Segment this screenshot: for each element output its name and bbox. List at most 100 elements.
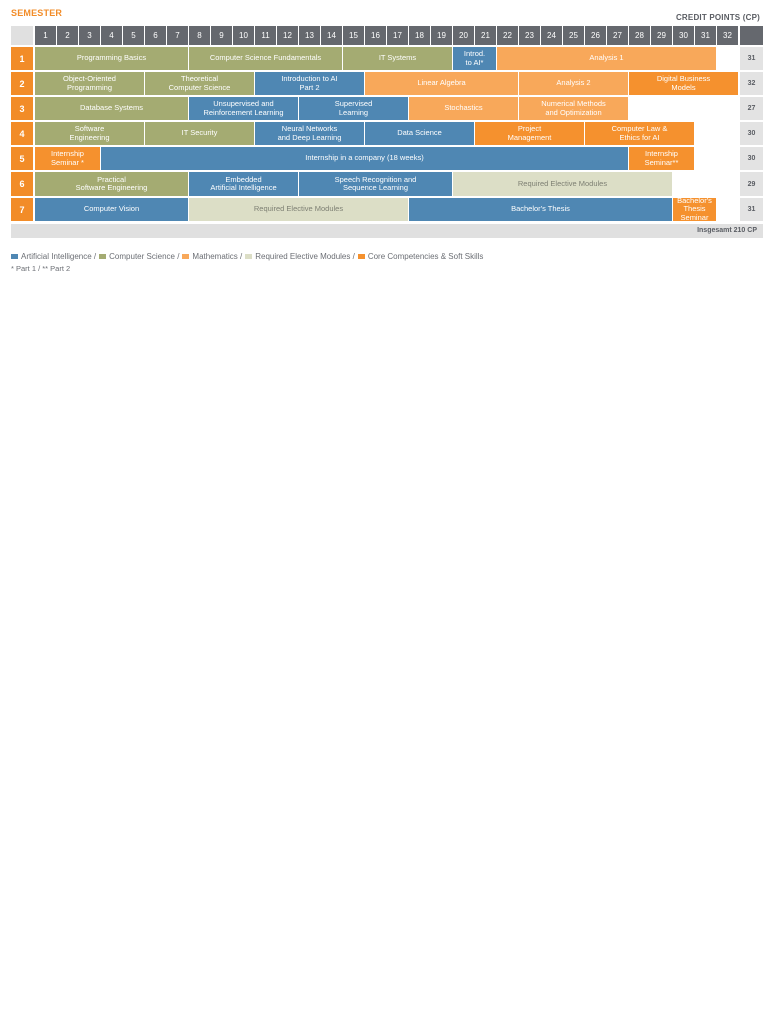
column-header: 27 xyxy=(607,26,628,45)
module-block[interactable]: Software Engineering xyxy=(35,122,145,145)
legend-item: Artificial Intelligence / xyxy=(11,252,96,261)
cp-column-header xyxy=(740,26,763,45)
credit-points-heading: CREDIT POINTS (CP) xyxy=(675,13,760,22)
credit-points-cell: 31 xyxy=(740,47,763,70)
module-block[interactable]: IT Systems xyxy=(343,47,453,70)
module-block[interactable]: Programming Basics xyxy=(35,47,189,70)
legend-item: Required Elective Modules / xyxy=(245,252,355,261)
column-header: 9 xyxy=(211,26,232,45)
module-block[interactable]: Introd. to AI* xyxy=(453,47,497,70)
column-header: 5 xyxy=(123,26,144,45)
module-block[interactable]: Neural Networks and Deep Learning xyxy=(255,122,365,145)
column-header: 16 xyxy=(365,26,386,45)
column-header: 31 xyxy=(695,26,716,45)
column-header: 15 xyxy=(343,26,364,45)
module-block[interactable]: Object-Oriented Programming xyxy=(35,72,145,95)
column-header: 19 xyxy=(431,26,452,45)
credit-points-cell: 30 xyxy=(740,147,763,170)
column-header: 12 xyxy=(277,26,298,45)
column-header: 30 xyxy=(673,26,694,45)
legend-swatch-icon xyxy=(245,254,253,259)
legend-swatch-icon xyxy=(99,254,107,259)
module-block[interactable]: Practical Software Engineering xyxy=(35,172,189,196)
column-header: 25 xyxy=(563,26,584,45)
semester-number: 3 xyxy=(11,97,33,120)
column-header: 1 xyxy=(35,26,56,45)
module-block[interactable]: Required Elective Modules xyxy=(453,172,673,196)
module-block[interactable]: Internship in a company (18 weeks) xyxy=(101,147,629,170)
legend-label: Artificial Intelligence / xyxy=(21,252,97,261)
module-block[interactable]: Internship Seminar * xyxy=(35,147,101,170)
semester-number: 7 xyxy=(11,198,33,221)
legend-label: Computer Science / xyxy=(109,252,180,261)
semester-heading: SEMESTER xyxy=(11,8,63,18)
module-block[interactable]: Digital Business Models xyxy=(629,72,739,95)
legend-item: Computer Science / xyxy=(99,252,179,261)
header-corner xyxy=(11,26,33,45)
column-header: 20 xyxy=(453,26,474,45)
credit-points-cell: 30 xyxy=(740,122,763,145)
module-block[interactable]: Linear Algebra xyxy=(365,72,519,95)
module-block[interactable]: Speech Recognition and Sequence Learning xyxy=(299,172,453,196)
module-block[interactable]: Computer Law & Ethics for AI xyxy=(585,122,695,145)
column-header: 14 xyxy=(321,26,342,45)
module-block[interactable]: Stochastics xyxy=(409,97,519,120)
module-block[interactable]: Project Management xyxy=(475,122,585,145)
module-block[interactable]: Required Elective Modules xyxy=(189,198,409,221)
module-block[interactable]: Analysis 2 xyxy=(519,72,629,95)
column-header: 7 xyxy=(167,26,188,45)
column-header: 3 xyxy=(79,26,100,45)
footnotes: * Part 1 / ** Part 2 xyxy=(11,264,71,273)
module-block[interactable]: Analysis 1 xyxy=(497,47,717,70)
column-header: 32 xyxy=(717,26,738,45)
credit-points-cell: 32 xyxy=(740,72,763,95)
column-header: 4 xyxy=(101,26,122,45)
column-header: 18 xyxy=(409,26,430,45)
column-header: 13 xyxy=(299,26,320,45)
legend: Artificial Intelligence / Computer Scienc… xyxy=(11,252,486,261)
legend-swatch-icon xyxy=(357,254,365,259)
column-header: 2 xyxy=(57,26,78,45)
column-header: 24 xyxy=(541,26,562,45)
module-block[interactable]: Data Science xyxy=(365,122,475,145)
module-block[interactable]: Computer Vision xyxy=(35,198,189,221)
legend-label: Core Competencies & Soft Skills xyxy=(367,252,484,261)
credit-points-cell: 27 xyxy=(740,97,763,120)
module-block[interactable]: Bachelor's Thesis Seminar xyxy=(673,196,717,222)
column-header: 10 xyxy=(233,26,254,45)
module-block[interactable]: IT Security xyxy=(145,122,255,145)
module-block[interactable]: Embedded Artificial Intelligence xyxy=(189,172,299,196)
credit-points-cell: 29 xyxy=(740,172,763,196)
credit-points-cell: 31 xyxy=(740,198,763,221)
semester-number: 1 xyxy=(11,47,33,70)
module-block[interactable]: Unsupervised and Reinforcement Learning xyxy=(189,97,299,120)
legend-item: Core Competencies & Soft Skills xyxy=(357,252,484,261)
legend-label: Required Elective Modules / xyxy=(255,252,355,261)
column-header: 23 xyxy=(519,26,540,45)
module-block[interactable]: Bachelor's Thesis xyxy=(409,198,673,221)
column-header: 22 xyxy=(497,26,518,45)
legend-swatch-icon xyxy=(182,254,190,259)
module-block[interactable]: Numerical Methods and Optimization xyxy=(519,97,629,120)
column-header: 26 xyxy=(585,26,606,45)
column-header: 8 xyxy=(189,26,210,45)
module-block[interactable]: Internship Seminar** xyxy=(629,147,695,170)
column-header: 21 xyxy=(475,26,496,45)
legend-item: Mathematics / xyxy=(182,252,242,261)
column-header: 6 xyxy=(145,26,166,45)
module-block[interactable]: Introduction to AI Part 2 xyxy=(255,72,365,95)
semester-number: 6 xyxy=(11,172,33,196)
column-header: 17 xyxy=(387,26,408,45)
semester-number: 5 xyxy=(11,147,33,170)
legend-swatch-icon xyxy=(11,254,18,259)
semester-number: 4 xyxy=(11,122,33,145)
column-header: 11 xyxy=(255,26,276,45)
module-block[interactable]: Supervised Learning xyxy=(299,97,409,120)
module-block[interactable]: Database Systems xyxy=(35,97,189,120)
module-block[interactable]: Computer Science Fundamentals xyxy=(189,47,343,70)
legend-label: Mathematics / xyxy=(192,252,243,261)
column-header: 29 xyxy=(651,26,672,45)
semester-number: 2 xyxy=(11,72,33,95)
module-block[interactable]: Theoretical Computer Science xyxy=(145,72,255,95)
column-header: 28 xyxy=(629,26,650,45)
